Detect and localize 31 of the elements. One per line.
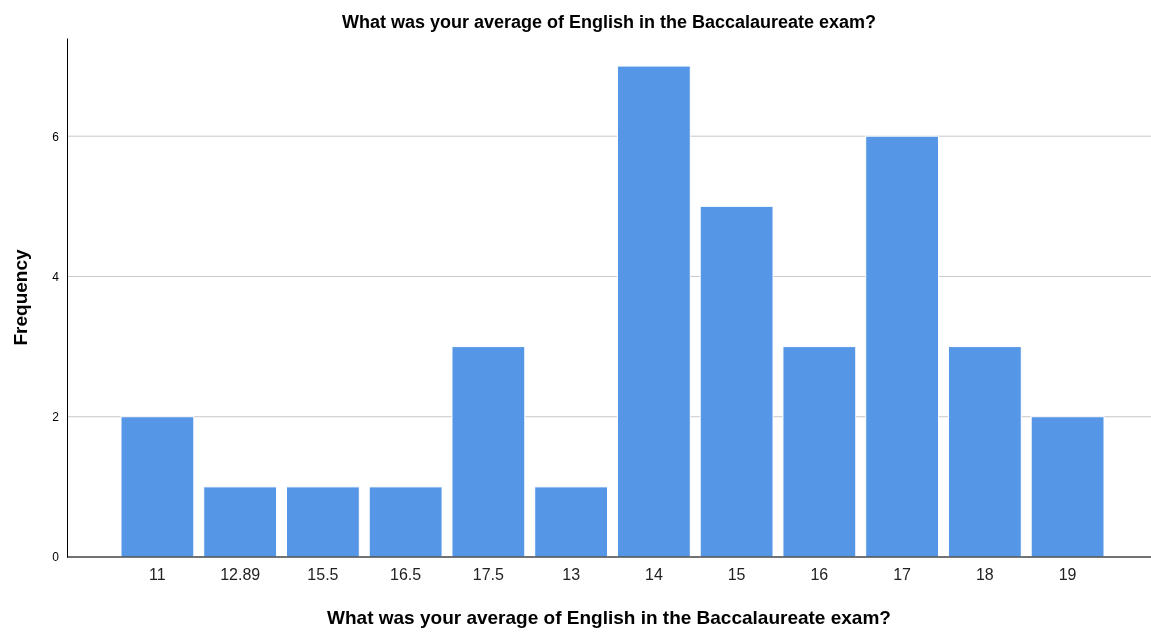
bar bbox=[368, 486, 443, 558]
y-tick-label: 2 bbox=[52, 410, 60, 425]
bar bbox=[534, 486, 609, 558]
x-tick-label: 15 bbox=[727, 566, 746, 584]
x-axis-title: What was your average of English in the Baccalaureate exam? bbox=[327, 607, 891, 628]
x-tick-label: 18 bbox=[975, 566, 994, 584]
bar bbox=[120, 416, 195, 558]
x-tick-label: 12.89 bbox=[220, 566, 261, 584]
bar bbox=[285, 486, 360, 558]
x-tick-label: 15.5 bbox=[307, 566, 339, 584]
bar bbox=[203, 486, 278, 558]
bar bbox=[616, 65, 691, 558]
chart-title: What was your average of English in the Baccalaureate exam? bbox=[341, 12, 877, 32]
x-tick-label: 17.5 bbox=[472, 566, 505, 584]
bar bbox=[782, 346, 857, 558]
x-tick-label: 13 bbox=[562, 566, 581, 584]
y-axis-title: Frequency bbox=[10, 249, 31, 346]
x-tick-label: 11 bbox=[149, 566, 166, 584]
x-tick-label: 17 bbox=[893, 566, 912, 584]
x-tick-label: 14 bbox=[644, 566, 663, 584]
x-tick-label: 16.5 bbox=[390, 566, 422, 584]
y-tick-label: 4 bbox=[52, 269, 60, 284]
bar bbox=[865, 135, 940, 558]
bar bbox=[451, 346, 526, 558]
bar bbox=[699, 205, 774, 558]
y-tick-label: 6 bbox=[52, 129, 60, 144]
x-tick-label: 16 bbox=[810, 566, 829, 584]
x-tick-label: 19 bbox=[1058, 566, 1077, 584]
bar bbox=[947, 346, 1022, 558]
bar bbox=[1030, 416, 1105, 558]
y-tick-label: 0 bbox=[52, 550, 60, 565]
